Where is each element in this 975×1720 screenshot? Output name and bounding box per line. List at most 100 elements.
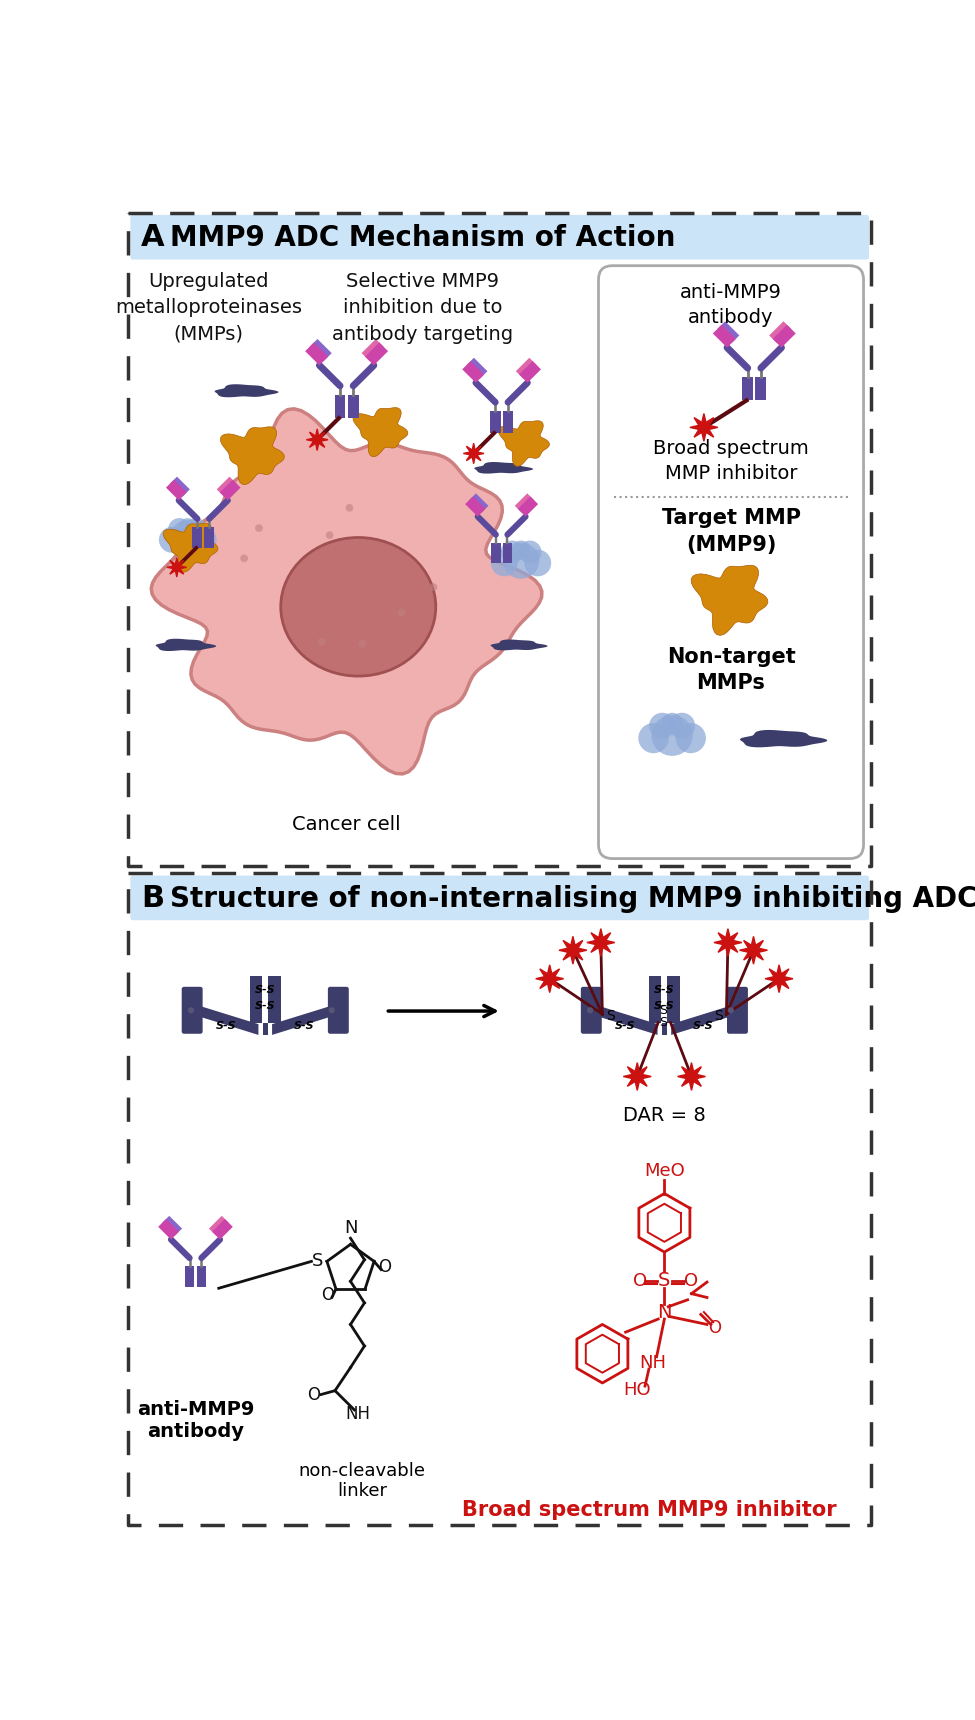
FancyBboxPatch shape (131, 215, 869, 260)
Polygon shape (268, 977, 281, 1023)
Polygon shape (490, 411, 500, 433)
Polygon shape (463, 444, 484, 464)
Circle shape (398, 609, 406, 616)
Text: anti-MMP9
antibody: anti-MMP9 antibody (136, 1400, 254, 1441)
Polygon shape (306, 428, 328, 451)
Polygon shape (503, 544, 512, 562)
Text: O: O (708, 1319, 722, 1336)
Polygon shape (348, 396, 359, 418)
Circle shape (185, 518, 208, 540)
Polygon shape (263, 1023, 267, 1035)
Text: Cancer cell: Cancer cell (292, 815, 401, 834)
Polygon shape (756, 377, 766, 401)
Polygon shape (515, 494, 534, 513)
Polygon shape (769, 322, 792, 344)
Text: S
S: S S (659, 1004, 667, 1030)
Polygon shape (156, 638, 216, 650)
Text: non-cleavable
linker: non-cleavable linker (298, 1462, 426, 1500)
Polygon shape (587, 929, 615, 956)
Text: Selective MMP9
inhibition due to
antibody targeting: Selective MMP9 inhibition due to antibod… (332, 272, 513, 344)
Text: S-S: S-S (615, 1020, 636, 1030)
Polygon shape (491, 544, 500, 562)
Polygon shape (466, 358, 488, 378)
Circle shape (240, 554, 248, 562)
Text: S-S: S-S (654, 1001, 675, 1011)
Polygon shape (462, 361, 485, 384)
Circle shape (168, 518, 190, 540)
Text: MeO: MeO (644, 1163, 684, 1180)
Circle shape (587, 1008, 593, 1013)
Polygon shape (272, 1004, 334, 1035)
Text: S-S: S-S (693, 1020, 714, 1030)
Polygon shape (220, 427, 285, 485)
Circle shape (525, 550, 551, 576)
Circle shape (727, 1008, 734, 1013)
Text: S: S (658, 1271, 671, 1290)
Text: O: O (377, 1259, 391, 1276)
Polygon shape (773, 325, 796, 347)
Text: NH: NH (640, 1354, 666, 1373)
Polygon shape (469, 494, 488, 513)
Text: S-S: S-S (254, 1001, 276, 1011)
Polygon shape (250, 977, 262, 1023)
Circle shape (318, 638, 326, 645)
Polygon shape (166, 480, 186, 501)
Circle shape (178, 518, 197, 537)
Polygon shape (740, 729, 828, 746)
Text: MMP9 ADC Mechanism of Action: MMP9 ADC Mechanism of Action (170, 224, 676, 251)
Text: N: N (344, 1219, 357, 1237)
Polygon shape (490, 640, 548, 650)
Polygon shape (353, 408, 408, 458)
Polygon shape (535, 965, 564, 992)
Circle shape (649, 712, 676, 738)
Polygon shape (184, 1266, 194, 1287)
Polygon shape (158, 1219, 178, 1240)
Polygon shape (623, 1063, 651, 1090)
Circle shape (359, 640, 367, 647)
Polygon shape (714, 929, 742, 956)
Text: S-S: S-S (216, 1020, 237, 1030)
Polygon shape (365, 342, 388, 365)
Ellipse shape (281, 538, 436, 676)
Circle shape (500, 540, 524, 564)
FancyBboxPatch shape (131, 875, 869, 920)
Text: NH: NH (346, 1405, 370, 1422)
Circle shape (345, 504, 353, 511)
Polygon shape (216, 476, 237, 497)
Circle shape (190, 526, 216, 552)
Polygon shape (151, 409, 542, 774)
Text: Broad spectrum MMP9 inhibitor: Broad spectrum MMP9 inhibitor (461, 1500, 837, 1520)
Polygon shape (516, 358, 537, 378)
FancyBboxPatch shape (581, 987, 602, 1034)
Polygon shape (192, 526, 202, 549)
Polygon shape (649, 977, 661, 1023)
Polygon shape (662, 1023, 667, 1035)
Circle shape (661, 712, 682, 734)
Circle shape (490, 550, 518, 576)
Circle shape (188, 1008, 194, 1013)
Circle shape (651, 716, 693, 755)
Polygon shape (474, 463, 533, 473)
Text: N: N (657, 1304, 672, 1323)
FancyBboxPatch shape (328, 987, 349, 1034)
Polygon shape (334, 396, 345, 418)
Polygon shape (209, 1216, 229, 1235)
Polygon shape (503, 411, 513, 433)
Polygon shape (305, 342, 329, 365)
Polygon shape (362, 339, 384, 361)
FancyBboxPatch shape (727, 987, 748, 1034)
Text: anti-MMP9
antibody: anti-MMP9 antibody (681, 284, 782, 327)
Text: S: S (715, 1008, 723, 1022)
Circle shape (669, 712, 695, 738)
Text: B: B (141, 884, 165, 913)
Text: O: O (321, 1287, 333, 1304)
Text: HO: HO (623, 1381, 651, 1398)
Polygon shape (197, 1266, 207, 1287)
Polygon shape (765, 965, 793, 992)
Polygon shape (170, 476, 190, 497)
Circle shape (676, 722, 706, 753)
Circle shape (639, 722, 669, 753)
Text: S-S: S-S (293, 1020, 314, 1030)
Circle shape (255, 525, 263, 531)
Text: S: S (312, 1252, 324, 1271)
